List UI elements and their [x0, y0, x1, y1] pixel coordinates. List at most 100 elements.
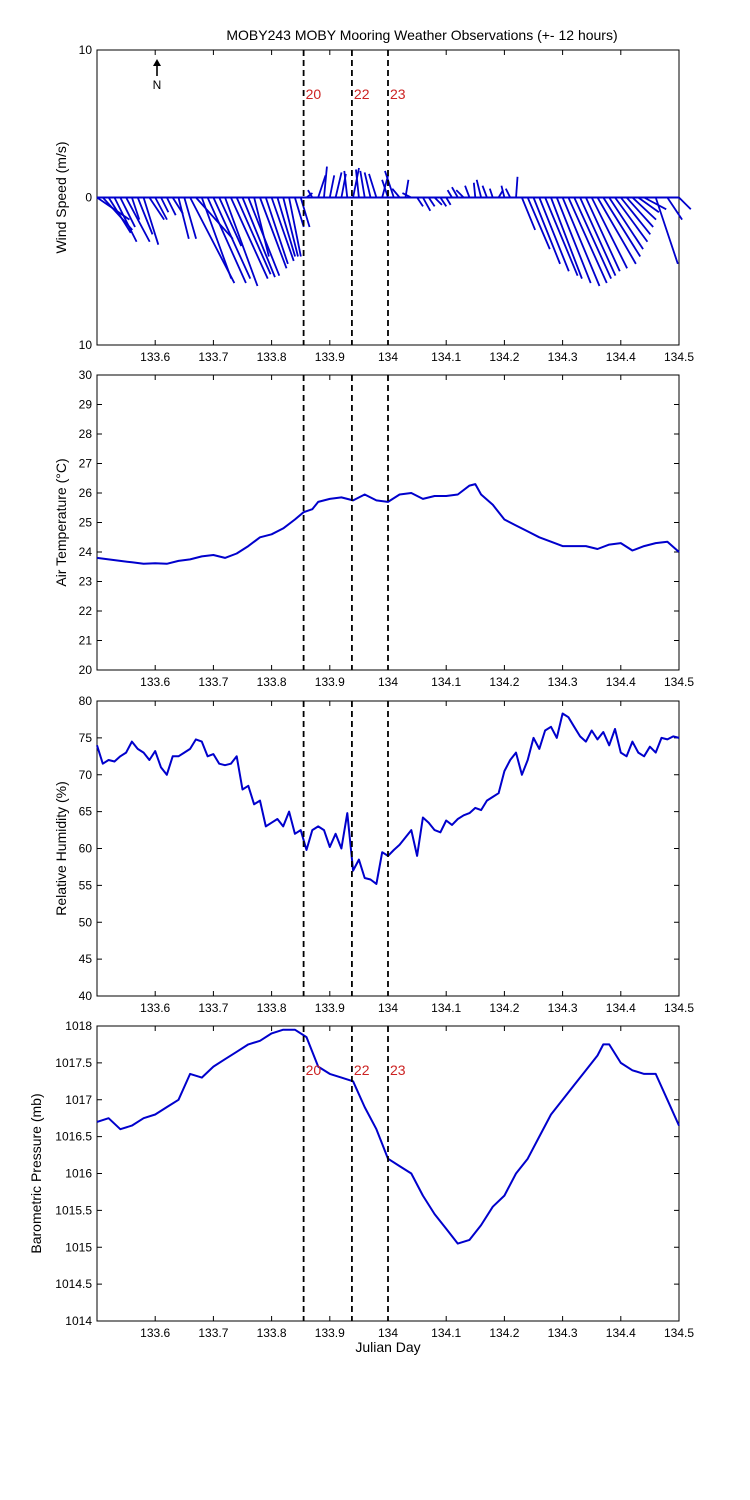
wind-stick — [125, 197, 151, 243]
relative-humidity-y-tick-label: 50 — [79, 915, 93, 929]
wind-speed-x-tick-label: 133.7 — [198, 350, 228, 364]
wind-stick — [276, 197, 296, 257]
wind-stick — [602, 197, 641, 257]
wind-speed-x-tick-label: 133.6 — [140, 350, 170, 364]
relative-humidity-panel: 133.6 133.7 133.8 133.9 134 134.1 134.2 134.3 13… — [53, 694, 694, 1015]
wind-stick — [472, 182, 477, 198]
relative-humidity-y-tick-label: 60 — [79, 842, 93, 856]
wind-speed-x-tick-label: 134.3 — [548, 350, 578, 364]
air-temperature-y-tick-label: 23 — [79, 575, 93, 589]
wind-stick — [643, 196, 667, 211]
relative-humidity-y-tick-label: 65 — [79, 805, 93, 819]
wind-speed-x-tick-label: 134 — [378, 350, 398, 364]
wind-stick — [654, 197, 679, 265]
barometric-pressure-y-tick-label: 1017.5 — [55, 1056, 92, 1070]
air-temperature-y-tick-label: 22 — [79, 604, 93, 618]
wind-stick — [590, 197, 628, 269]
air-temperature-y-tick-label: 30 — [79, 368, 93, 382]
barometric-pressure-y-tick-label: 1014.5 — [55, 1277, 92, 1291]
wind-speed-y-tick-label: 10 — [79, 43, 93, 57]
air-temperature-x-tick-label: 134 — [378, 675, 398, 689]
wind-stick — [550, 197, 583, 279]
air-temperature-x-tick-label: 134.3 — [548, 675, 578, 689]
wind-stick — [391, 188, 401, 199]
wind-stick — [637, 196, 660, 213]
air-temperature-x-tick-label: 134.5 — [664, 675, 694, 689]
air-temperature-line — [96, 483, 680, 565]
wind-stick — [555, 197, 592, 284]
wind-stick — [259, 197, 288, 269]
wind-stick — [299, 197, 311, 228]
wind-stick — [631, 196, 657, 221]
wind-stick — [305, 192, 313, 199]
barometric-pressure-x-tick-label: 133.9 — [315, 1326, 345, 1340]
air-temperature-y-tick-label: 20 — [79, 663, 93, 677]
wind-stick — [317, 175, 327, 198]
barometric-pressure-x-tick-label: 133.7 — [198, 1326, 228, 1340]
air-temperature-y-axis-title: Air Temperature (°C) — [53, 458, 69, 586]
wind-stick — [481, 185, 488, 198]
wind-speed-event-marker-label: 23 — [390, 86, 406, 102]
air-temperature-x-tick-label: 133.6 — [140, 675, 170, 689]
air-temperature-x-tick-label: 134.1 — [431, 675, 461, 689]
wind-stick — [579, 197, 617, 277]
wind-stick — [446, 189, 453, 198]
wind-stick — [666, 197, 683, 221]
barometric-pressure-y-tick-label: 1014 — [65, 1314, 92, 1328]
barometric-pressure-x-tick-label: 133.6 — [140, 1326, 170, 1340]
relative-humidity-y-tick-label: 40 — [79, 989, 93, 1003]
barometric-pressure-x-axis-title: Julian Day — [355, 1339, 420, 1355]
wind-stick — [500, 185, 506, 198]
wind-stick — [596, 197, 637, 265]
north-arrow-head-icon — [153, 59, 161, 66]
wind-stick — [544, 197, 579, 277]
wind-speed-y-tick-label: 10 — [79, 338, 93, 352]
air-temperature-x-tick-label: 133.8 — [257, 675, 287, 689]
wind-stick — [166, 197, 177, 216]
barometric-pressure-panel: 133.6 133.7 133.8 133.9 134 134.1 134.2 134.3 13… — [28, 1019, 694, 1355]
barometric-pressure-y-tick-label: 1016.5 — [55, 1130, 92, 1144]
barometric-pressure-event-marker-label: 22 — [354, 1062, 370, 1078]
relative-humidity-y-tick-label: 70 — [79, 768, 93, 782]
wind-stick — [455, 189, 465, 199]
wind-stick — [218, 197, 243, 247]
wind-speed-x-tick-label: 134.1 — [431, 350, 461, 364]
relative-humidity-x-tick-label: 134.1 — [431, 1001, 461, 1015]
wind-stick — [422, 197, 432, 212]
wind-speed-y-tick-label: 0 — [85, 191, 92, 205]
wind-stick — [195, 196, 234, 240]
relative-humidity-y-axis-title: Relative Humidity (%) — [53, 781, 69, 916]
wind-stick — [585, 197, 621, 272]
air-temperature-y-tick-label: 29 — [79, 398, 93, 412]
wind-stick — [416, 197, 424, 207]
air-temperature-y-tick-label: 26 — [79, 486, 93, 500]
barometric-pressure-x-tick-label: 134.2 — [489, 1326, 519, 1340]
barometric-pressure-line — [96, 1028, 680, 1245]
wind-stick — [334, 172, 343, 198]
relative-humidity-x-tick-label: 134.3 — [548, 1001, 578, 1015]
wind-stick — [625, 196, 654, 228]
wind-speed-x-tick-label: 133.9 — [315, 350, 345, 364]
wind-stick — [343, 170, 349, 198]
wind-stick — [294, 197, 305, 228]
wind-speed-y-axis-title: Wind Speed (m/s) — [53, 141, 69, 253]
wind-stick — [355, 169, 360, 198]
wind-stick — [475, 179, 482, 198]
relative-humidity-line — [96, 712, 680, 885]
wind-stick — [328, 175, 336, 198]
relative-humidity-y-tick-label: 75 — [79, 731, 93, 745]
wind-speed-x-tick-label: 134.2 — [489, 350, 519, 364]
wind-stick — [538, 197, 570, 272]
wind-stick — [230, 197, 269, 279]
wind-stick — [526, 197, 551, 250]
relative-humidity-x-tick-label: 134.5 — [664, 1001, 694, 1015]
barometric-pressure-x-tick-label: 133.8 — [257, 1326, 287, 1340]
wind-stick — [148, 197, 165, 221]
air-temperature-x-tick-label: 133.7 — [198, 675, 228, 689]
air-temperature-y-tick-label: 21 — [79, 634, 93, 648]
wind-stick — [177, 197, 190, 240]
barometric-pressure-x-tick-label: 134.1 — [431, 1326, 461, 1340]
wind-stick — [183, 197, 197, 240]
relative-humidity-x-tick-label: 133.6 — [140, 1001, 170, 1015]
